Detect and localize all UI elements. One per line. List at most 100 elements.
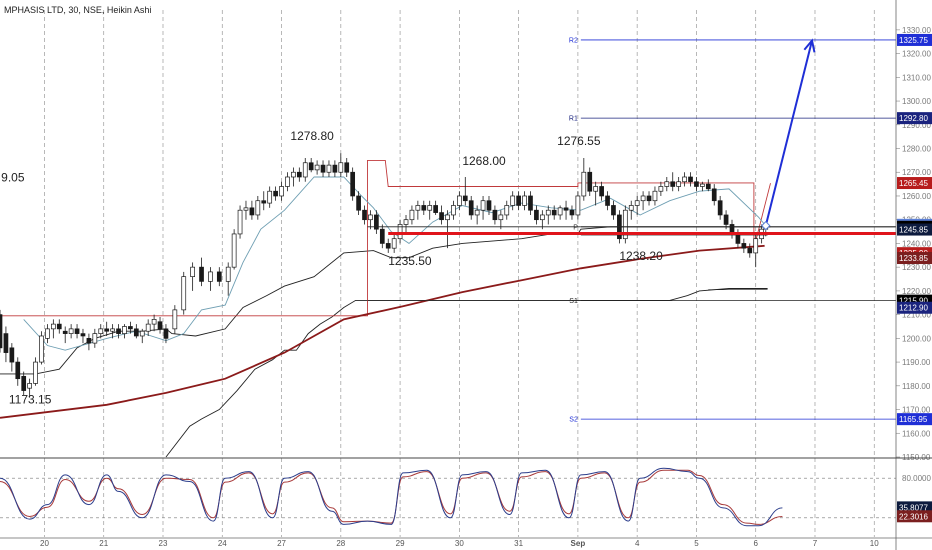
bearish-candle: [694, 181, 699, 187]
bullish-candle: [92, 333, 98, 344]
bullish-candle: [267, 190, 273, 204]
bearish-candle: [747, 247, 753, 254]
bearish-candle: [563, 207, 569, 211]
bearish-candle: [356, 195, 361, 211]
bullish-candle: [50, 323, 56, 330]
bullish-candle: [593, 186, 599, 192]
bullish-candle: [640, 195, 646, 202]
price-badge-label: 1165.95: [899, 415, 928, 424]
bearish-candle: [374, 214, 379, 230]
price-badge-label: 1233.85: [899, 254, 928, 263]
bearish-candle: [711, 188, 717, 202]
price-badge-label: 1245.85: [899, 226, 928, 235]
price-badge: [897, 252, 932, 265]
price-tick-label: 1320.00: [902, 50, 931, 59]
bullish-candle: [753, 238, 759, 254]
oscillator-k-badge-label: 35.8077: [899, 503, 928, 512]
bearish-candle: [80, 333, 86, 337]
bullish-candle: [243, 207, 249, 211]
bullish-candle: [504, 205, 510, 216]
pivot-label-p: P: [573, 224, 578, 231]
bullish-candle: [634, 200, 640, 206]
chart-grid: [44, 10, 875, 537]
bearish-candle: [439, 212, 444, 221]
bullish-candle: [581, 171, 587, 197]
bullish-candle: [622, 209, 628, 240]
bullish-candle: [415, 205, 421, 211]
time-tick-label: 30: [455, 539, 464, 548]
bearish-candle: [216, 271, 222, 282]
time-tick-label: 24: [218, 539, 227, 548]
price-annotation: 1278.80: [290, 129, 334, 143]
price-tick-label: 1210.00: [902, 311, 931, 320]
bullish-candle: [237, 209, 243, 235]
bearish-candle: [468, 200, 474, 216]
bullish-candle: [391, 238, 397, 249]
price-tick-label: 1260.00: [902, 192, 931, 201]
price-annotation: 1276.55: [557, 134, 601, 148]
price-tick-label: 1190.00: [902, 358, 931, 367]
bearish-candle: [21, 375, 27, 391]
time-tick-label: 21: [99, 539, 108, 548]
bearish-candle: [611, 205, 616, 216]
pivot-label-r1: R1: [569, 116, 578, 123]
price-annotation: 1238.20: [619, 249, 663, 263]
bullish-candle: [652, 190, 658, 202]
bullish-candle: [338, 162, 344, 173]
time-tick-label: 23: [159, 539, 168, 548]
bearish-candle: [344, 162, 350, 173]
bullish-candle: [39, 335, 44, 363]
bullish-candle: [451, 205, 456, 216]
bullish-candle: [45, 328, 50, 339]
bearish-candle: [486, 200, 492, 211]
bearish-candle: [421, 205, 427, 211]
bullish-candle: [326, 164, 332, 173]
oscillator-tick-label: 80.0000: [902, 474, 931, 483]
bearish-candle: [646, 195, 652, 202]
time-tick-label: 6: [753, 539, 758, 548]
bearish-candle: [133, 328, 139, 337]
price-tick-label: 1180.00: [902, 382, 931, 391]
bullish-candle: [314, 164, 320, 171]
bullish-candle: [658, 186, 664, 192]
bearish-candle: [551, 209, 557, 216]
bearish-candle: [128, 326, 133, 330]
price-badge-label: 1212.90: [899, 304, 928, 313]
bullish-candle: [208, 271, 213, 282]
current-price-marker: [761, 220, 771, 231]
price-badge: [897, 33, 932, 46]
price-tick-label: 1300.00: [902, 97, 931, 106]
time-tick-label: 4: [635, 539, 640, 548]
bearish-candle: [534, 209, 539, 221]
price-tick-label: 1200.00: [902, 334, 931, 343]
bullish-candle: [172, 309, 178, 330]
bearish-candle: [273, 190, 278, 197]
bearish-candle: [723, 214, 729, 225]
time-tick-label: 29: [396, 539, 405, 548]
price-annotation: 1173.15: [9, 393, 52, 407]
price-badge: [897, 177, 932, 190]
bearish-candle: [670, 181, 676, 187]
bearish-candle: [86, 338, 92, 344]
bearish-candle: [599, 186, 604, 197]
bearish-candle: [0, 314, 3, 349]
price-badge: [897, 223, 932, 236]
bullish-candle: [279, 186, 284, 197]
bullish-candle: [498, 214, 504, 221]
bearish-candle: [332, 164, 338, 173]
bearish-candle: [587, 171, 593, 192]
price-badge-label: 1265.45: [899, 179, 928, 188]
price-tick-label: 1310.00: [902, 73, 931, 82]
bullish-candle: [139, 330, 145, 337]
price-badge-label: 1215.90: [899, 297, 928, 306]
bullish-candle: [33, 361, 38, 384]
bullish-candle: [427, 205, 433, 211]
bearish-candle: [492, 209, 498, 221]
bearish-candle: [104, 328, 110, 332]
price-tick-label: 1240.00: [902, 239, 931, 248]
bullish-candle: [575, 195, 581, 216]
bearish-candle: [705, 183, 711, 190]
